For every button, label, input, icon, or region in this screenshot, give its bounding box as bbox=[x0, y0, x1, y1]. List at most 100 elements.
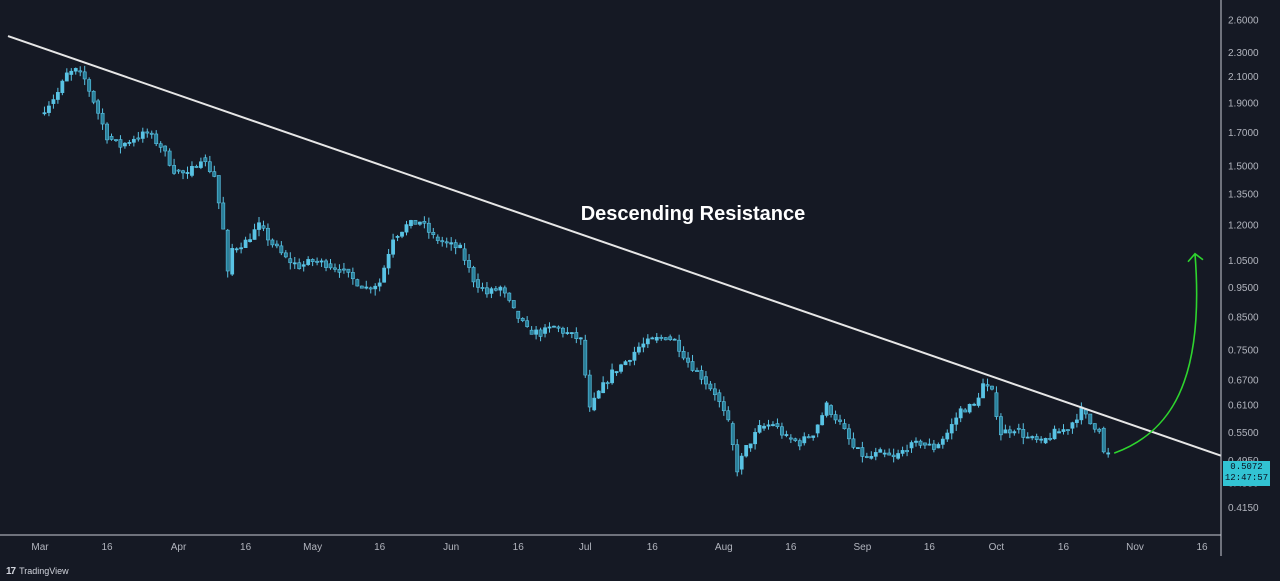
candle-body bbox=[842, 423, 847, 430]
price-tick-label: 1.3500 bbox=[1228, 189, 1259, 200]
candle-body bbox=[762, 425, 766, 429]
candle-body bbox=[972, 403, 977, 406]
candle-body bbox=[225, 229, 230, 272]
candle-body bbox=[1016, 427, 1021, 430]
candle-body bbox=[136, 137, 141, 140]
candle-body bbox=[704, 376, 708, 385]
candle-body bbox=[887, 452, 892, 456]
candle-body bbox=[847, 428, 851, 440]
candle-body bbox=[409, 220, 413, 227]
candle-body bbox=[114, 139, 118, 141]
candle-body bbox=[766, 424, 771, 427]
descending-resistance-line bbox=[7, 35, 1222, 457]
price-tick-label: 2.1000 bbox=[1228, 72, 1259, 83]
price-tick-label: 0.7500 bbox=[1228, 346, 1259, 357]
time-tick-label: Jul bbox=[579, 542, 592, 553]
price-tick-label: 1.7000 bbox=[1228, 128, 1259, 139]
candle-body bbox=[212, 171, 217, 177]
candle-body bbox=[556, 326, 561, 329]
candle-body bbox=[641, 343, 646, 348]
candle-body bbox=[64, 72, 69, 82]
candle-body bbox=[413, 220, 418, 225]
candle-body bbox=[315, 260, 320, 263]
candle-body bbox=[797, 440, 802, 447]
candle-body bbox=[417, 221, 422, 225]
candle-body bbox=[386, 253, 391, 269]
candle-body bbox=[1043, 438, 1048, 444]
candle-body bbox=[605, 382, 610, 385]
candle-body bbox=[462, 248, 467, 261]
candle-body bbox=[261, 225, 266, 229]
candle-body bbox=[319, 260, 324, 263]
candle-body bbox=[520, 318, 525, 321]
candle-body bbox=[981, 383, 985, 399]
candle-body bbox=[1012, 431, 1017, 434]
candle-body bbox=[574, 332, 579, 340]
candle-body bbox=[382, 267, 387, 283]
candle-body bbox=[118, 139, 123, 148]
candle-body bbox=[194, 166, 199, 168]
candle-body bbox=[1007, 429, 1012, 434]
candle-body bbox=[806, 436, 811, 439]
candle-body bbox=[270, 239, 275, 246]
candle-body bbox=[793, 438, 798, 441]
candle-body bbox=[47, 105, 51, 113]
candle-body bbox=[878, 449, 883, 453]
candle-body bbox=[949, 424, 954, 434]
candle-body bbox=[699, 370, 704, 380]
candle-body bbox=[824, 402, 829, 416]
time-tick-label: 16 bbox=[1058, 542, 1070, 553]
price-tick-label: 0.4150 bbox=[1228, 503, 1259, 514]
candle-body bbox=[364, 286, 369, 289]
candle-body bbox=[976, 397, 981, 406]
candle-body bbox=[154, 133, 159, 145]
time-axis[interactable]: Mar 16 Apr 16 May 16 Jun 16 Jul 16 Aug 16 Sep 16 Oct 16… bbox=[31, 542, 1208, 553]
candle-body bbox=[1030, 436, 1035, 439]
candle-body bbox=[864, 456, 869, 458]
candle-body bbox=[744, 445, 749, 457]
candle-body bbox=[905, 450, 909, 453]
current-price-badge: 0.5072 12:47:57 bbox=[1223, 461, 1270, 486]
candle-body bbox=[838, 419, 842, 422]
footer-bar bbox=[0, 558, 1280, 581]
candle-body bbox=[404, 224, 409, 233]
candle-body bbox=[426, 222, 431, 233]
candle-body bbox=[1052, 428, 1057, 440]
candle-body bbox=[931, 443, 936, 450]
candle-body bbox=[829, 405, 833, 415]
candle-body bbox=[123, 142, 127, 147]
candle-body bbox=[619, 364, 623, 372]
time-tick-label: Apr bbox=[171, 542, 187, 553]
time-tick-label: Sep bbox=[853, 542, 871, 553]
candle-body bbox=[918, 440, 923, 446]
candle-body bbox=[994, 392, 999, 417]
candle-body bbox=[529, 329, 534, 335]
candle-body bbox=[69, 70, 74, 75]
candle-body bbox=[306, 259, 311, 265]
candle-body bbox=[681, 350, 686, 359]
candle-body bbox=[435, 236, 440, 241]
candle-body bbox=[377, 282, 382, 287]
candle-body bbox=[453, 242, 458, 249]
candle-body bbox=[230, 248, 235, 275]
candle-body bbox=[601, 382, 606, 394]
candle-body bbox=[811, 435, 816, 438]
candle-body bbox=[547, 326, 552, 329]
price-tick-label: 0.6100 bbox=[1228, 401, 1259, 412]
candle-body bbox=[511, 300, 516, 309]
time-tick-label: 16 bbox=[785, 542, 797, 553]
candle-body bbox=[221, 202, 226, 230]
candle-body bbox=[1003, 429, 1008, 434]
tradingview-logo[interactable]: 17 TradingView bbox=[6, 565, 69, 577]
candle-body bbox=[498, 286, 503, 291]
candle-body bbox=[73, 68, 78, 72]
candle-body bbox=[324, 260, 328, 268]
candle-body bbox=[100, 112, 105, 125]
candle-body bbox=[190, 166, 194, 176]
forecast-arrow bbox=[1113, 253, 1198, 454]
candle-body bbox=[1092, 423, 1097, 430]
candle-body bbox=[172, 165, 176, 174]
candle-body bbox=[301, 264, 306, 267]
candle-body bbox=[963, 409, 968, 413]
